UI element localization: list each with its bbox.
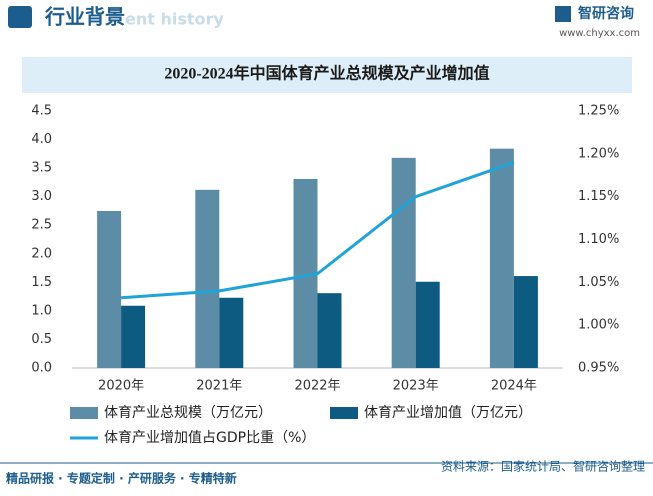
bar <box>513 276 538 368</box>
bar <box>489 148 514 368</box>
bar <box>415 281 440 368</box>
y-tick-label: 3.0 <box>31 189 52 204</box>
y-tick-label: 1.0 <box>31 303 52 318</box>
y-tick-label: 4.0 <box>31 132 52 147</box>
source: 资料来源：国家统计局、智研咨询整理 <box>441 459 645 474</box>
brand-name: 智研咨询 <box>577 5 634 22</box>
y2-tick-label: 1.10% <box>578 232 619 247</box>
header-icon <box>8 6 32 28</box>
header-title: 行业背景 <box>44 5 125 29</box>
bar <box>97 210 122 368</box>
brand-logo <box>555 6 571 22</box>
legend-label: 体育产业增加值（万亿元） <box>364 405 532 421</box>
legend-label: 体育产业增加值占GDP比重（%） <box>104 430 315 446</box>
x-tick-label: 2020年 <box>98 379 144 394</box>
x-tick-label: 2023年 <box>393 379 439 394</box>
y-tick-label: 2.5 <box>31 218 52 233</box>
line <box>120 160 515 300</box>
footer <box>0 462 653 496</box>
legend-swatch <box>70 407 98 419</box>
y-tick-label: 0.5 <box>31 332 52 347</box>
y2-tick-label: 1.15% <box>578 189 619 204</box>
chart-title: 2020-2024年中国体育产业总规模及产业增加值 <box>164 64 489 83</box>
y-tick-label: 0.0 <box>31 361 52 376</box>
y2-tick-label: 1.05% <box>578 275 619 290</box>
y2-tick-label: 1.20% <box>578 146 619 161</box>
bar <box>317 293 342 368</box>
header-watermark: ent history <box>125 10 224 29</box>
bar <box>219 297 244 368</box>
x-tick-label: 2022年 <box>294 379 340 394</box>
footer-slogan: 精品研报 · 专题定制 · 产研服务 · 专精特新 <box>6 471 237 486</box>
legend-label: 体育产业总规模（万亿元） <box>104 405 272 421</box>
y-tick-label: 4.5 <box>31 104 52 119</box>
title-band <box>22 57 632 93</box>
y2-tick-label: 1.00% <box>578 318 619 333</box>
website: www.chyxx.com <box>559 28 640 39</box>
plot: 0.0 0.5 1.0 1.5 2.0 2.5 3.0 3.5 4.0 4.5 0.95% 1.00%… <box>31 104 619 447</box>
legend-swatch <box>330 407 358 419</box>
x-tick-label: 2024年 <box>491 379 537 394</box>
y2-tick-label: 0.95% <box>578 361 619 376</box>
bar <box>195 189 220 368</box>
y2-tick-label: 1.25% <box>578 104 619 119</box>
y-tick-label: 3.5 <box>31 161 52 176</box>
y-tick-label: 2.0 <box>31 246 52 261</box>
x-tick-label: 2021年 <box>196 379 242 394</box>
bar <box>391 157 416 368</box>
bar <box>121 305 146 368</box>
y-tick-label: 1.5 <box>31 275 52 290</box>
